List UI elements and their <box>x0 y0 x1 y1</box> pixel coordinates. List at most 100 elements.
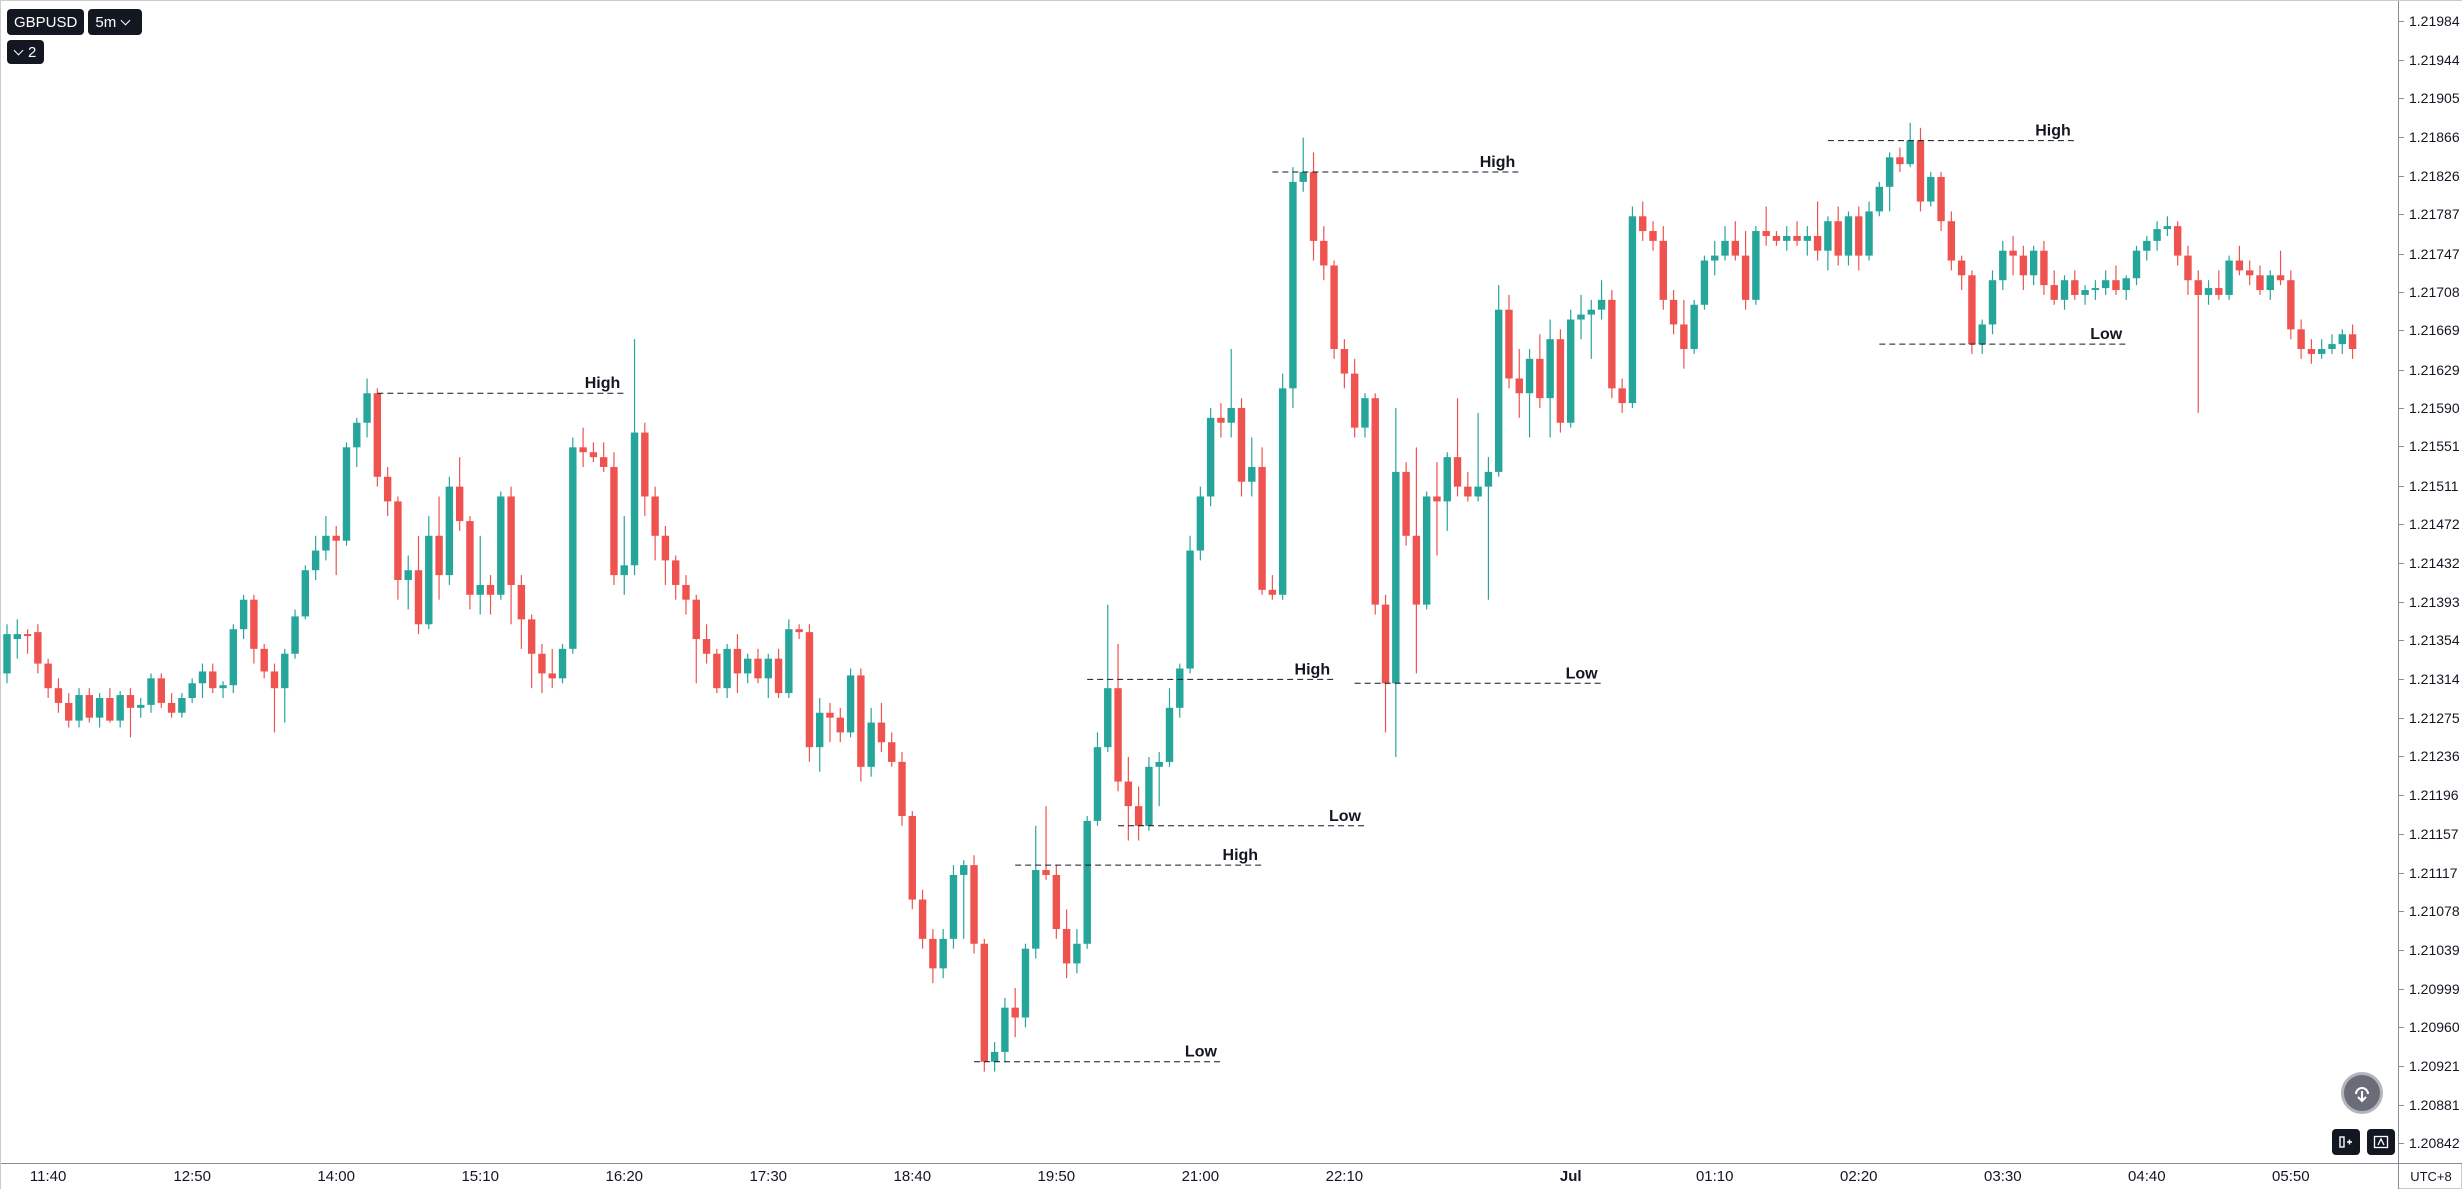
candle <box>332 525 340 576</box>
candle <box>2287 270 2295 340</box>
candle <box>1237 398 1246 497</box>
price-tick-mark <box>2399 369 2404 371</box>
candle-body <box>178 698 186 713</box>
candle-body <box>1587 309 1595 315</box>
auto-scale-icon[interactable] <box>2367 1129 2395 1155</box>
price-axis[interactable]: 1.21984 1.21944 1.21905 1.21866 1.21826 1.217… <box>2398 1 2462 1163</box>
candle <box>1402 462 1410 546</box>
candle <box>116 691 124 728</box>
candle-body <box>1556 339 1565 423</box>
scroll-to-realtime-icon[interactable] <box>2341 1072 2383 1114</box>
candle-body <box>1875 186 1884 212</box>
candle-body <box>1062 929 1071 964</box>
candle <box>1885 152 1894 212</box>
candle <box>1340 339 1349 389</box>
candle <box>1289 167 1297 408</box>
candle <box>558 643 567 684</box>
candle-body <box>1762 231 1770 236</box>
candle <box>1628 206 1637 408</box>
candle-body <box>1628 216 1637 404</box>
candle-body <box>1196 496 1205 551</box>
candle <box>2091 280 2100 300</box>
candle-body <box>363 393 371 423</box>
candle-body <box>1032 870 1040 949</box>
candle <box>322 516 330 561</box>
studies-toggle[interactable]: 2 <box>7 40 45 64</box>
timezone-label[interactable]: UTC+8 <box>2398 1163 2462 1189</box>
candle-body <box>1783 235 1791 241</box>
candle <box>651 486 659 561</box>
candle-body <box>980 943 989 1062</box>
candle <box>2040 240 2048 295</box>
candle <box>1453 398 1462 497</box>
low-label: Low <box>2090 326 2123 343</box>
chart-plot-area[interactable]: High Low High Low High Low High High Low <box>1 1 2398 1163</box>
candle-body <box>1659 240 1667 300</box>
candle-body <box>147 678 155 705</box>
candle <box>1227 349 1235 438</box>
candle-body <box>1978 324 1986 345</box>
candle-body <box>898 761 906 816</box>
candle <box>949 865 958 949</box>
candle <box>239 594 248 640</box>
candle <box>1793 221 1801 246</box>
candle <box>54 678 63 713</box>
candle-body <box>65 702 73 721</box>
candle <box>579 427 587 467</box>
candle-body <box>1721 240 1729 256</box>
candle <box>733 634 742 694</box>
candle <box>178 693 186 718</box>
candle <box>1392 407 1400 757</box>
candle-body <box>1124 781 1133 807</box>
price-tick-label: 1.21393 <box>2409 593 2460 610</box>
candle-body <box>2091 288 2100 291</box>
candle <box>1875 181 1884 217</box>
price-tick-mark <box>2399 1104 2404 1106</box>
candle <box>1186 535 1194 674</box>
candle <box>1433 462 1441 556</box>
candle <box>1577 294 1585 340</box>
candle-body <box>1083 820 1091 944</box>
candle-body <box>867 722 875 767</box>
candle-body <box>2184 255 2192 281</box>
candle <box>147 673 155 713</box>
candle <box>229 624 238 694</box>
candle-body <box>383 476 392 502</box>
time-axis[interactable]: 11:40 12:50 14:00 15:10 16:20 17:30 18:40 19:50… <box>1 1163 2398 1189</box>
symbol-button[interactable]: GBPUSD <box>7 9 85 35</box>
candle <box>1906 122 1914 168</box>
candle <box>1608 290 1616 399</box>
candle <box>1422 491 1431 610</box>
high-label: High <box>1480 154 1516 171</box>
candle <box>486 575 495 615</box>
candle-body <box>1968 275 1976 345</box>
price-tick-mark <box>2399 330 2404 332</box>
interval-button[interactable]: 5m <box>88 9 143 35</box>
price-tick-mark <box>2399 601 2404 603</box>
candle <box>888 732 896 767</box>
candle-body <box>1361 398 1369 428</box>
candle-body <box>2163 226 2172 230</box>
candle <box>517 575 526 649</box>
candle <box>1073 929 1081 974</box>
log-scale-button[interactable] <box>2332 1129 2360 1155</box>
time-tick-label: 12:50 <box>173 1168 211 1185</box>
candle <box>702 624 711 664</box>
candle <box>291 609 299 659</box>
candle <box>2050 270 2058 305</box>
candle <box>898 752 906 826</box>
candlestick-chart[interactable]: High Low High Low High Low High High Low <box>1 1 2398 1163</box>
candle <box>2338 329 2346 354</box>
candle-body <box>1793 235 1801 241</box>
candle-body <box>1741 255 1750 300</box>
price-tick-label: 1.21866 <box>2409 128 2460 145</box>
candle-body <box>620 565 628 576</box>
candle-body <box>641 432 649 497</box>
candle <box>1350 358 1359 438</box>
candle-body <box>1772 235 1781 241</box>
candle <box>857 668 865 782</box>
candle-body <box>1021 948 1030 1018</box>
candle-body <box>527 619 536 654</box>
candle <box>805 624 814 762</box>
candle <box>1700 255 1709 310</box>
